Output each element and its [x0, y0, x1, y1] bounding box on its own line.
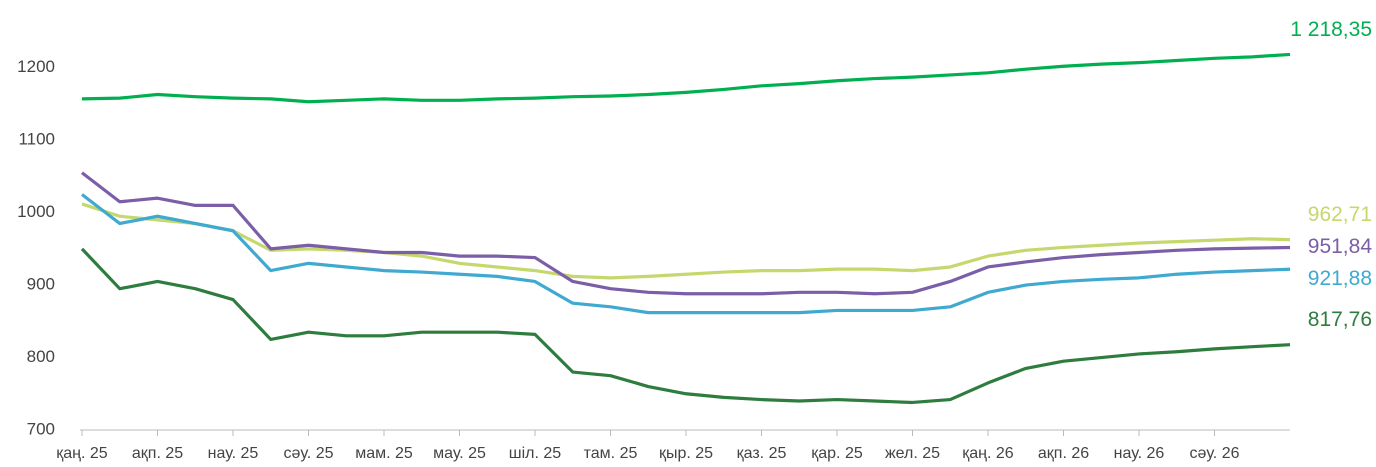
series-line [81, 171, 1291, 296]
end-label: 951,84 [1308, 235, 1373, 258]
series-line [80, 247, 1291, 405]
end-label: 817,76 [1308, 308, 1372, 331]
end-label: 962,71 [1308, 203, 1372, 226]
x-tick-label: қыр. 25 [659, 445, 713, 462]
x-tick-label: мау. 25 [433, 445, 486, 462]
x-tick-label: сәу. 26 [1190, 445, 1240, 462]
x-tick-label: ақп. 26 [1038, 445, 1089, 462]
x-tick-label: жел. 25 [885, 445, 940, 462]
y-tick-label: 800 [27, 347, 55, 366]
x-tick-label: там. 25 [584, 445, 638, 462]
y-tick-label: 700 [27, 419, 55, 438]
y-tick-label: 1000 [17, 202, 55, 221]
end-label: 1 218,35 [1290, 18, 1372, 41]
x-tick-label: қар. 25 [811, 445, 863, 462]
x-tick-label: қаң. 25 [56, 445, 108, 462]
x-tick-label: мам. 25 [355, 445, 413, 462]
y-tick-label: 1100 [18, 130, 55, 149]
x-tick-label: қаң. 26 [962, 445, 1014, 462]
x-tick-label: ақп. 25 [132, 445, 183, 462]
series-line [81, 202, 1291, 280]
x-tick-label: нау. 25 [208, 445, 259, 462]
series-line [81, 193, 1291, 315]
end-label: 921,88 [1308, 267, 1372, 290]
y-tick-label: 1200 [17, 57, 55, 76]
y-tick-label: 900 [27, 275, 55, 294]
x-tick-label: шіл. 25 [509, 445, 562, 462]
series-line [81, 52, 1291, 104]
x-tick-label: сәу. 25 [284, 445, 334, 462]
x-tick-label: нау. 26 [1114, 445, 1165, 462]
x-tick-label: қаз. 25 [737, 445, 787, 462]
